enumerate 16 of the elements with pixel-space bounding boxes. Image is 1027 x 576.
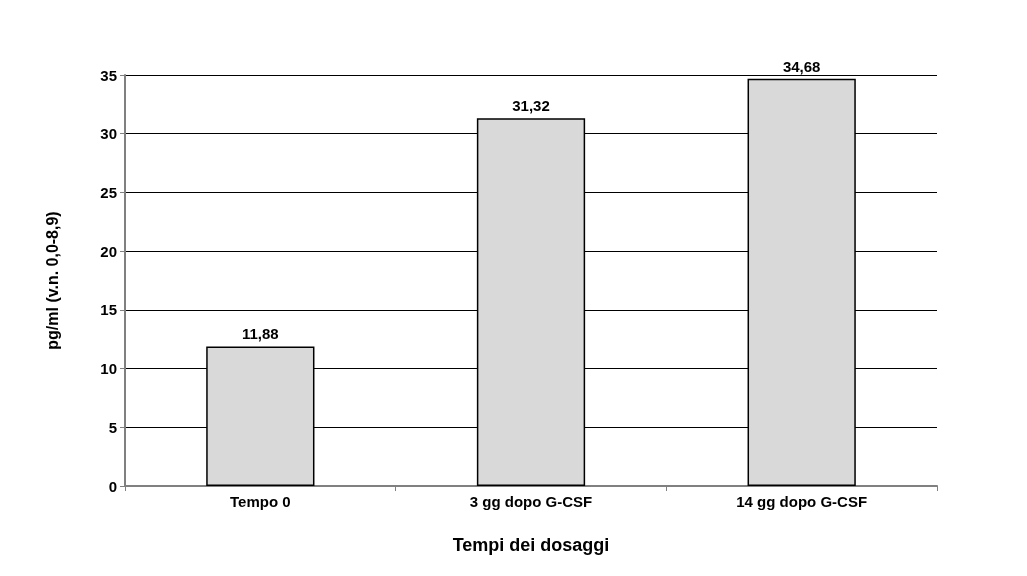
y-tick-label: 25 [100, 183, 117, 201]
x-tick-label: Tempo 0 [230, 493, 291, 510]
y-tick-label: 30 [100, 125, 117, 143]
y-axis-title: pg/ml (v.n. 0,0-8,9) [43, 211, 61, 350]
data-label: 31,32 [512, 97, 550, 115]
x-axis-title: Tempi dei dosaggi [452, 535, 610, 555]
x-tick-label: 14 gg dopo G-CSF [736, 493, 868, 510]
y-tick-label: 10 [100, 360, 117, 378]
y-tick-label: 20 [100, 242, 117, 260]
y-tick-label: 15 [100, 301, 117, 319]
data-label: 11,88 [241, 325, 279, 343]
data-label: 34,68 [782, 57, 821, 75]
y-tick-label: 0 [108, 477, 117, 495]
y-tick-label: 35 [100, 66, 117, 84]
y-tick-label: 5 [108, 418, 117, 436]
x-tick-label: 3 gg dopo G-CSF [469, 493, 593, 510]
